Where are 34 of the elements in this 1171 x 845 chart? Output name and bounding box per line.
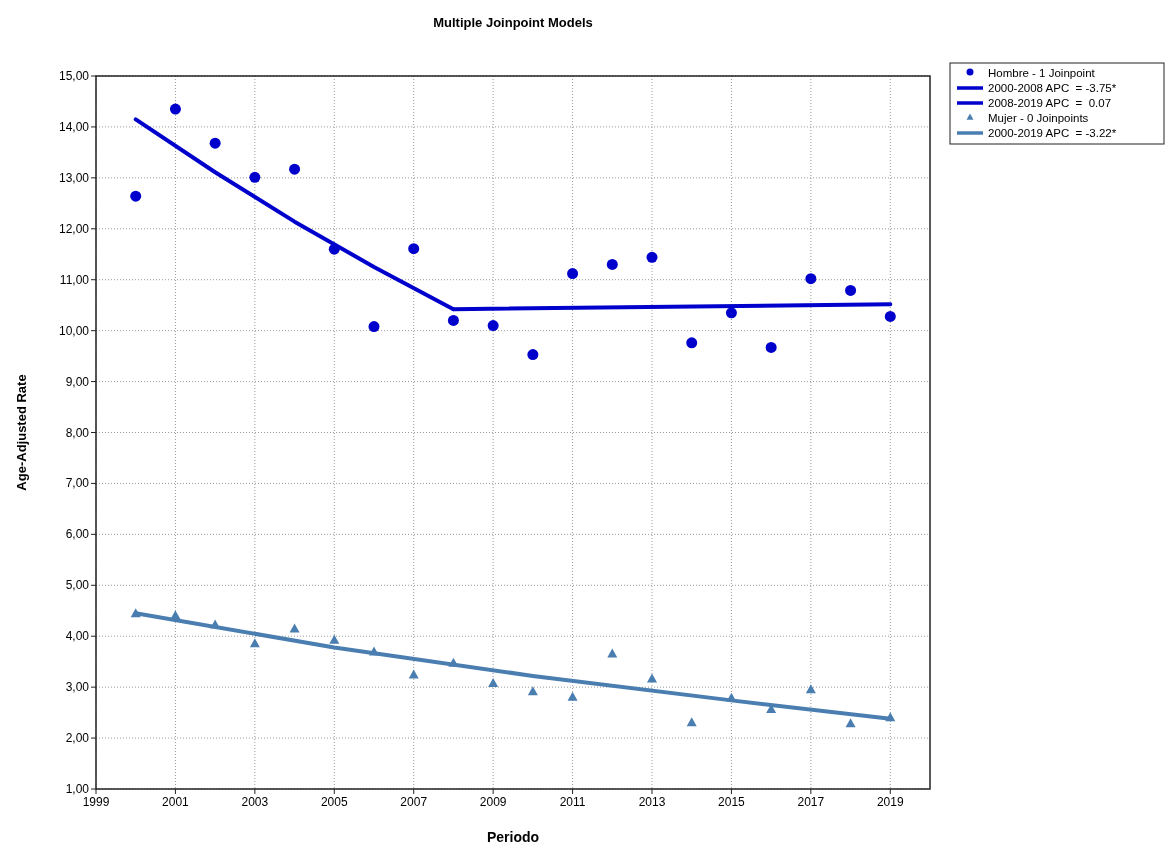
x-tick-label: 2011: [559, 795, 586, 809]
x-tick-label: 2005: [320, 795, 348, 809]
y-axis-title: Age-Adjusted Rate: [14, 374, 29, 491]
y-tick-label: 12,00: [58, 221, 90, 236]
y-tick-label: 3,00: [65, 680, 90, 695]
x-tick-label: 2013: [638, 795, 666, 809]
legend-label: 2000-2008 APC = -3.75*: [988, 82, 1117, 94]
y-tick-label: 2,00: [65, 731, 90, 746]
x-tick-label: 2007: [400, 795, 428, 809]
x-tick-label: 2015: [718, 795, 746, 809]
x-tick-label: 2019: [876, 795, 904, 809]
y-tick-label: 7,00: [65, 476, 90, 491]
x-tick-label: 2017: [797, 795, 825, 809]
legend-label: Hombre - 1 Joinpoint: [988, 67, 1096, 79]
y-tick-label: 5,00: [65, 578, 90, 593]
y-tick-label: 6,00: [65, 527, 90, 542]
legend-label: 2008-2019 APC = 0.07: [988, 97, 1112, 109]
x-tick-label: 2003: [241, 795, 269, 809]
x-tick-label: 2001: [162, 795, 190, 809]
legend-label: 2000-2019 APC = -3.22*: [988, 127, 1117, 139]
x-tick-label: 2009: [479, 795, 507, 809]
y-tick-label: 8,00: [65, 425, 90, 440]
x-axis-title: Periodo: [486, 829, 540, 845]
y-tick-label: 1,00: [65, 782, 90, 796]
y-tick-label: 11,00: [59, 272, 90, 287]
y-tick-label: 10,00: [58, 323, 90, 338]
legend-label: Mujer - 0 Joinpoints: [988, 112, 1089, 124]
x-tick-label: 1999: [82, 795, 110, 809]
y-tick-label: 14,00: [58, 119, 90, 134]
y-tick-label: 9,00: [65, 374, 90, 389]
y-tick-label: 4,00: [65, 629, 90, 644]
y-tick-label: 13,00: [58, 170, 90, 185]
chart-title: Multiple Joinpoint Models: [433, 15, 593, 30]
y-tick-label: 15,00: [58, 69, 90, 83]
